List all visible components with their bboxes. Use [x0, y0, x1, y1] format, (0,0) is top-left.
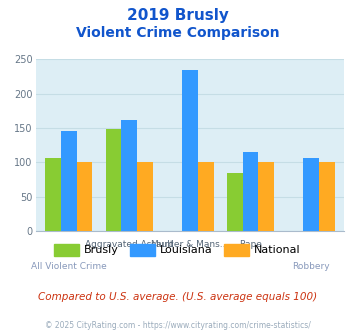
Text: Robbery: Robbery [292, 262, 330, 271]
Text: Compared to U.S. average. (U.S. average equals 100): Compared to U.S. average. (U.S. average … [38, 292, 317, 302]
Bar [319, 162, 335, 231]
Bar [242, 152, 258, 231]
Text: © 2025 CityRating.com - https://www.cityrating.com/crime-statistics/: © 2025 CityRating.com - https://www.city… [45, 321, 310, 330]
Bar [303, 157, 319, 231]
Bar [61, 131, 77, 231]
Text: All Violent Crime: All Violent Crime [31, 262, 107, 271]
Legend: Brusly, Louisiana, National: Brusly, Louisiana, National [50, 239, 305, 260]
Bar [182, 70, 198, 231]
Text: Violent Crime Comparison: Violent Crime Comparison [76, 26, 279, 40]
Bar [198, 162, 214, 231]
Bar [45, 157, 61, 231]
Bar [121, 120, 137, 231]
Bar [106, 129, 121, 231]
Bar [137, 162, 153, 231]
Bar [77, 162, 92, 231]
Text: Rape: Rape [239, 240, 262, 248]
Text: Murder & Mans...: Murder & Mans... [151, 240, 229, 248]
Text: 2019 Brusly: 2019 Brusly [127, 8, 228, 23]
Text: Aggravated Assault: Aggravated Assault [85, 240, 174, 248]
Bar [227, 173, 242, 231]
Bar [258, 162, 274, 231]
